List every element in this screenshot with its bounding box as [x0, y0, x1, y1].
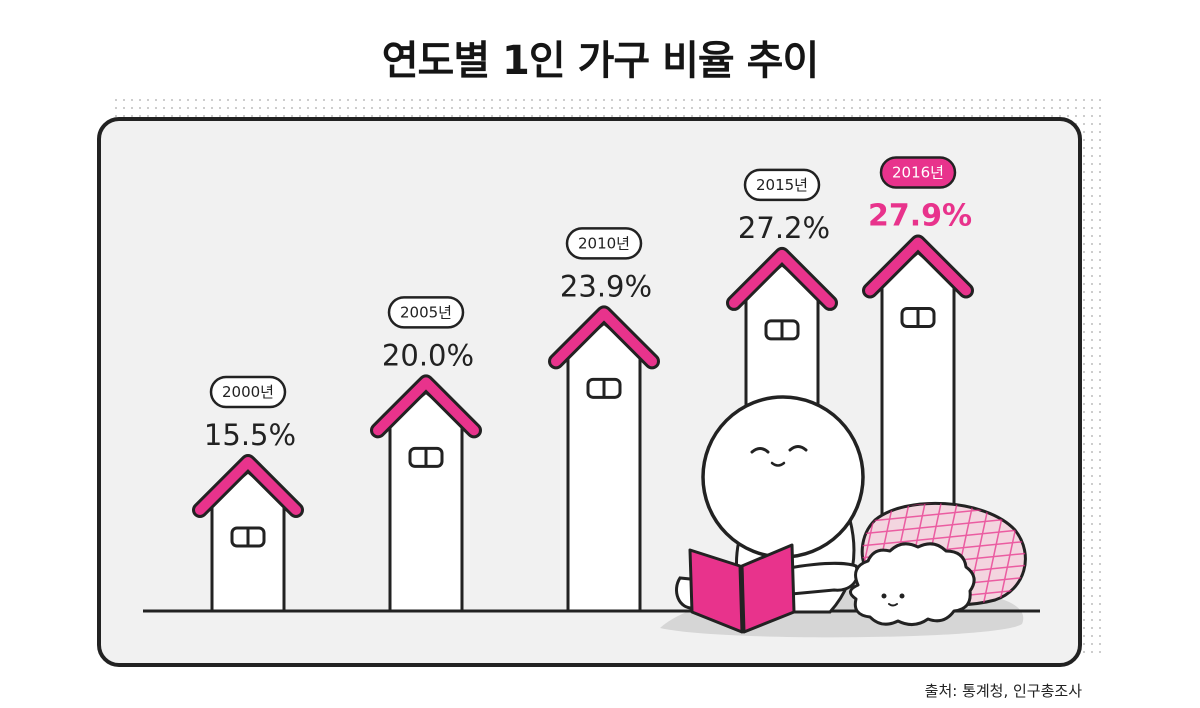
roof — [195, 457, 301, 515]
bar — [566, 321, 642, 611]
bar-house — [548, 305, 660, 611]
roof — [551, 308, 657, 367]
decor-group — [675, 395, 1027, 634]
fluffy-dog-icon — [849, 542, 976, 626]
roof — [373, 377, 479, 436]
value-label: 27.9% — [868, 199, 972, 234]
chart-title: 연도별 1인 가구 비율 추이 — [381, 38, 820, 84]
roof — [729, 249, 835, 308]
category-pill — [743, 168, 821, 202]
value-label: 15.5% — [204, 418, 296, 452]
bar-house — [192, 454, 304, 611]
category-label: 2005년 — [400, 303, 452, 321]
book-icon — [688, 543, 796, 634]
bar-house — [370, 374, 482, 611]
category-pill — [387, 296, 465, 329]
category-label: 2000년 — [222, 383, 274, 401]
category-pill — [565, 227, 643, 260]
category-label: 2016년 — [892, 164, 944, 182]
value-label: 20.0% — [382, 338, 474, 372]
category-label: 2010년 — [578, 234, 630, 252]
category-pill — [209, 375, 287, 409]
category-label: 2015년 — [756, 176, 808, 194]
source-note: 출처: 통계청, 인구총조사 — [924, 682, 1082, 700]
bar — [388, 390, 464, 611]
roof — [865, 237, 971, 296]
value-label: 23.9% — [560, 269, 652, 303]
value-label: 27.2% — [738, 211, 830, 245]
category-pill — [879, 156, 957, 189]
bars-group: 15.5% 2000년 20.0% 2005년 23.9% 2010년 27.2% 2015년… — [192, 156, 974, 611]
